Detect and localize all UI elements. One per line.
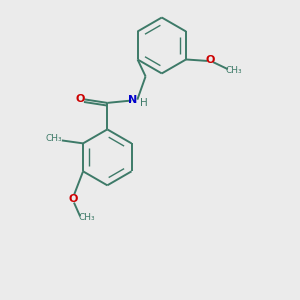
Text: CH₃: CH₃: [78, 213, 95, 222]
Text: CH₃: CH₃: [226, 66, 243, 75]
Text: O: O: [68, 194, 78, 204]
Text: O: O: [76, 94, 85, 104]
Text: N: N: [128, 95, 137, 105]
Text: CH₃: CH₃: [45, 134, 62, 143]
Text: O: O: [206, 55, 215, 65]
Text: H: H: [140, 98, 148, 109]
